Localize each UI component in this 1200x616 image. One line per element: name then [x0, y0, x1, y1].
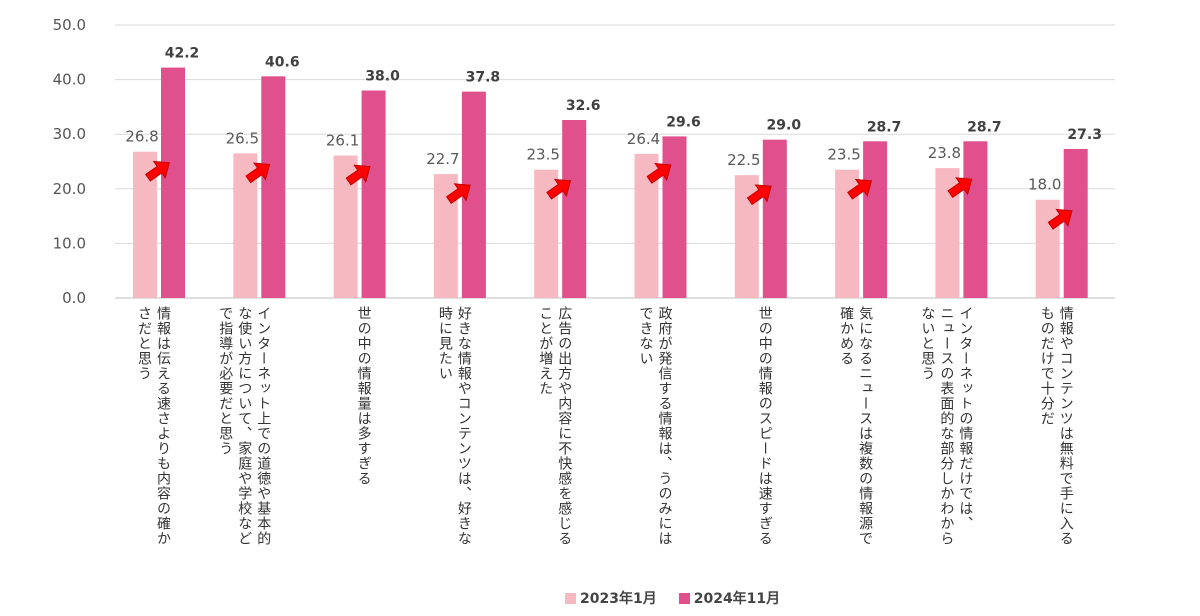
value-label-2024: 42.2	[165, 46, 200, 62]
legend-swatch	[678, 592, 690, 604]
trend-arrow-icon	[1047, 208, 1073, 230]
legend: 2023年1月 2024年11月	[565, 588, 780, 608]
value-label-2023: 23.5	[526, 146, 559, 164]
category-label: 情報やコンテンツは無料で手に入る ものだけで十分だ	[1038, 306, 1074, 546]
category-label: 広告の出方や内容に不快感を感じる ことが増えた	[537, 306, 573, 546]
trend-arrow-icon	[445, 183, 471, 205]
bar-2024	[261, 76, 286, 298]
trend-arrow-icon	[746, 184, 772, 206]
legend-item-2024: 2024年11月	[678, 588, 781, 608]
trend-arrow-icon	[245, 162, 271, 184]
bar-2024	[562, 120, 587, 298]
y-tick-label: 20.0	[53, 180, 86, 198]
trend-arrow-icon	[145, 160, 170, 182]
bar-2023	[1035, 199, 1060, 298]
value-label-2023: 26.4	[627, 130, 660, 148]
legend-label: 2023年1月	[580, 591, 657, 607]
y-tick-label: 50.0	[53, 16, 86, 34]
bar-2024	[863, 141, 888, 298]
legend-swatch	[565, 592, 576, 604]
category-label: 世の中の情報のスピードは速すぎる	[756, 306, 773, 546]
bar-2024	[361, 90, 386, 299]
bar-2024	[161, 67, 185, 298]
value-label-2024: 40.6	[265, 54, 300, 70]
value-label-2024: 37.8	[466, 70, 501, 86]
y-tick-label: 30.0	[53, 125, 86, 143]
legend-label: 2024年11月	[693, 591, 781, 607]
legend-item-2023: 2023年1月	[565, 588, 657, 608]
category-label: 好きな情報やコンテンツは、好きな 時に見たい	[436, 306, 472, 546]
category-label: インターネット上での道徳や基本的 な使い方について、家庭や学校など で指導が必要…	[217, 306, 272, 546]
trend-arrow-icon	[646, 163, 672, 184]
y-tick-label: 0.0	[62, 289, 86, 307]
value-label-2024: 29.6	[666, 114, 701, 130]
trend-arrow-icon	[847, 178, 873, 200]
value-label-2024: 28.7	[867, 119, 902, 135]
value-label-2023: 23.5	[827, 146, 860, 164]
y-tick-label: 40.0	[53, 71, 86, 89]
value-label-2024: 29.0	[767, 118, 802, 134]
trend-arrow-icon	[947, 177, 973, 199]
value-label-2024: 27.3	[1067, 127, 1102, 143]
value-label-2024: 32.6	[566, 98, 601, 114]
value-label-2023: 26.1	[326, 131, 359, 149]
category-label: 世の中の情報量は多すぎる	[355, 306, 372, 486]
value-label-2023: 26.5	[226, 129, 259, 147]
y-tick-label: 10.0	[53, 234, 86, 252]
category-label: 政府が発信する情報は、うのみには できない	[637, 306, 673, 546]
value-label-2023: 22.5	[727, 151, 760, 169]
bar-chart: 0.0 10.0 20.0 30.0 40.0 50.0 26.8 42.2 26.5 40.6 2…	[53, 16, 1115, 307]
value-label-2024: 28.7	[967, 119, 1002, 135]
trend-arrow-icon	[546, 178, 572, 200]
bar-2024	[963, 141, 988, 298]
value-label-2023: 26.8	[125, 128, 158, 146]
trend-arrow-icon	[345, 164, 371, 186]
value-label-2023: 18.0	[1028, 176, 1061, 194]
bar-2024	[662, 136, 687, 298]
category-label: 気になるニュースは複数の情報源で 確かめる	[838, 306, 874, 546]
value-label-2023: 23.8	[928, 144, 961, 162]
bar-2023	[233, 153, 258, 298]
value-label-2024: 38.0	[365, 69, 400, 85]
value-label-2023: 22.7	[426, 150, 459, 168]
category-label: インターネットの情報だけでは、 ニュースの表面的な部分しかわから ないと思う	[919, 306, 974, 546]
category-label: 情報は伝える速さよりも内容の確か さだと思う	[136, 306, 171, 546]
bar-2024	[762, 139, 787, 298]
